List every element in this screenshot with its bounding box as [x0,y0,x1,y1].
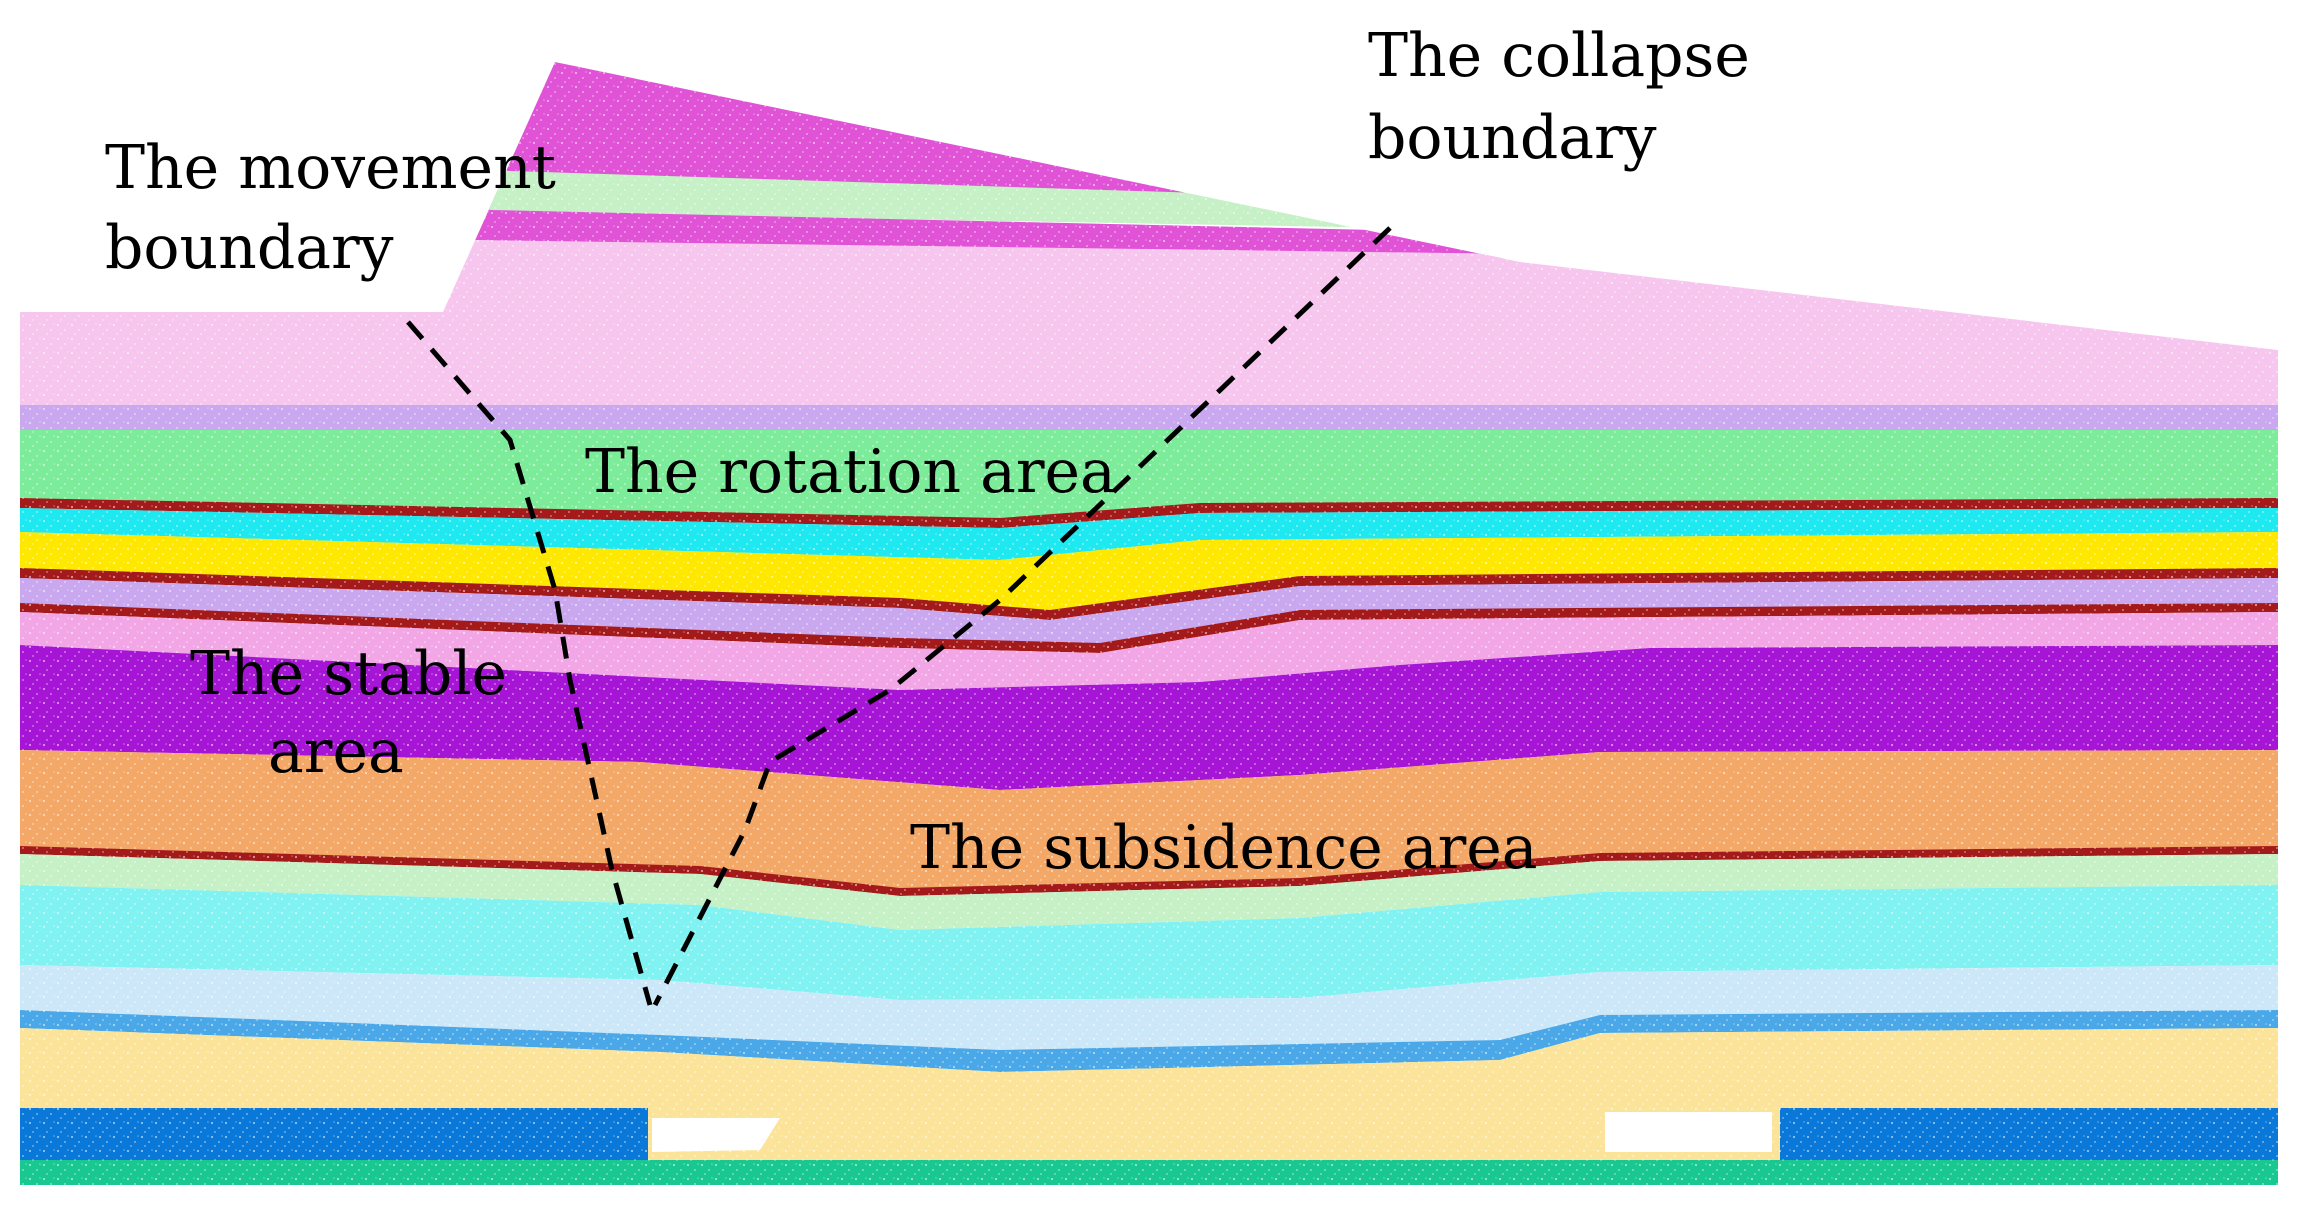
movement-boundary-label-line1: The movement [105,133,556,203]
rotation-area-label: The rotation area [585,437,1116,507]
subsidence-area-label: The subsidence area [910,813,1538,883]
stable-area-label-line1: The stable [190,639,507,709]
collapse-boundary-label-line1: The collapse [1368,21,1750,91]
movement-boundary-line [406,320,653,1006]
stable-area-label-line2: area [268,717,404,787]
movement-boundary-label-line2: boundary [105,213,394,283]
collapse-boundary-line [652,226,1392,1007]
collapse-boundary-label-line2: boundary [1368,103,1657,173]
